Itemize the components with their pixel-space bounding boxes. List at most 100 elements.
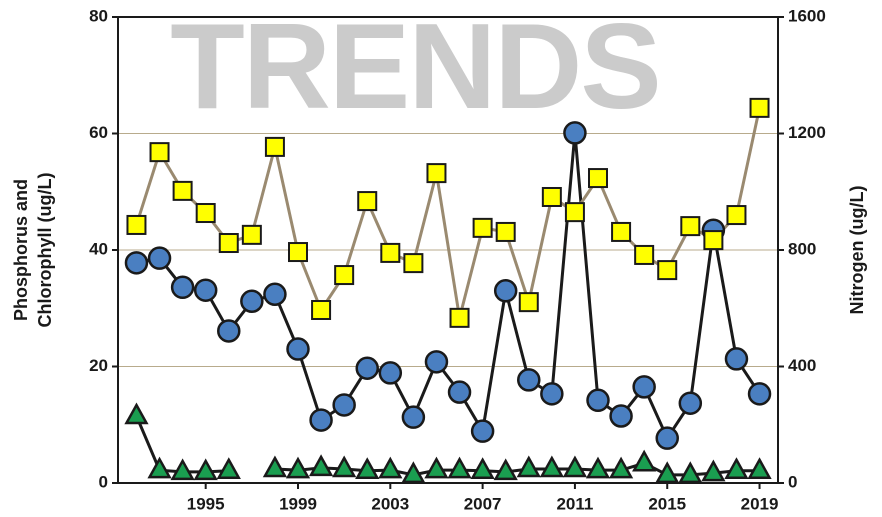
x-tick-label: 2015 [648,494,686,513]
point [747,382,772,406]
point [424,456,449,479]
y2-tick-label: 0 [788,472,797,491]
point [355,457,380,480]
point [193,278,218,302]
point [517,368,541,392]
point [147,246,172,270]
y2-tick-label: 1600 [788,6,826,25]
point [539,455,564,478]
point [703,230,724,251]
y2-tick-label: 1200 [788,123,826,142]
x-tick-label: 2007 [464,494,502,513]
point [426,163,447,184]
point [401,461,426,484]
point [541,186,562,207]
point [632,375,656,399]
point [724,347,749,371]
point [401,405,426,429]
point [286,337,310,361]
point [657,260,678,281]
point [308,454,334,477]
point [655,426,679,450]
point [747,457,772,480]
point [264,136,285,157]
point [126,214,147,235]
point [562,455,588,478]
point [334,265,355,286]
y-tick-label: 80 [89,6,108,25]
point [611,221,632,242]
point [724,457,749,480]
point [495,221,516,242]
point [124,251,149,275]
plot-frame [117,16,779,484]
point [472,217,493,238]
point [355,356,379,380]
point [170,275,195,300]
point [309,408,333,432]
point [701,459,726,482]
point [655,461,680,484]
point [518,292,539,313]
point [172,180,193,201]
point [516,455,541,478]
y-tick-label: 40 [89,239,108,258]
point [585,456,611,479]
point [749,97,770,118]
point [493,458,518,481]
point [240,289,264,314]
point [634,244,655,265]
series-line [136,132,761,442]
point [470,419,495,443]
y-axis-label: Chlorophyll (ug/L) [35,173,55,328]
point [262,455,288,478]
point [540,382,564,406]
point [263,282,287,307]
point [726,205,747,226]
point [470,457,495,480]
point [609,404,633,428]
x-tick-label: 2011 [556,494,593,513]
point [241,224,262,245]
point [678,391,703,415]
point [378,361,403,385]
point [449,307,470,328]
y2-axis-label: Nitrogen (ug/L) [847,186,867,315]
point [332,455,357,478]
y2-tick-label: 800 [788,239,816,258]
x-tick-label: 2003 [371,494,409,513]
point [357,191,378,212]
y-tick-label: 20 [89,356,108,375]
point [216,457,241,480]
point [447,380,472,404]
point [493,279,518,303]
point [218,233,239,254]
point [563,121,587,145]
point [380,242,401,263]
point [378,456,403,479]
point [170,458,195,481]
y2-tick-label: 400 [788,356,816,375]
point [149,142,170,163]
x-tick-label: 1999 [279,494,317,513]
point [403,253,424,274]
y-axis-label: Phosphorus and [11,179,31,321]
point [311,299,332,320]
point [586,388,610,413]
point [588,168,608,189]
point [608,456,634,479]
point [424,350,449,374]
point [147,456,172,479]
point [447,456,472,479]
y-tick-label: 0 [99,472,108,491]
point [285,456,311,479]
x-tick-label: 1995 [187,494,225,513]
series-line [135,107,762,319]
point [332,393,356,417]
point [124,402,149,425]
point [193,458,218,481]
x-tick-label: 2019 [741,494,779,513]
point [678,461,703,484]
point [217,319,241,343]
